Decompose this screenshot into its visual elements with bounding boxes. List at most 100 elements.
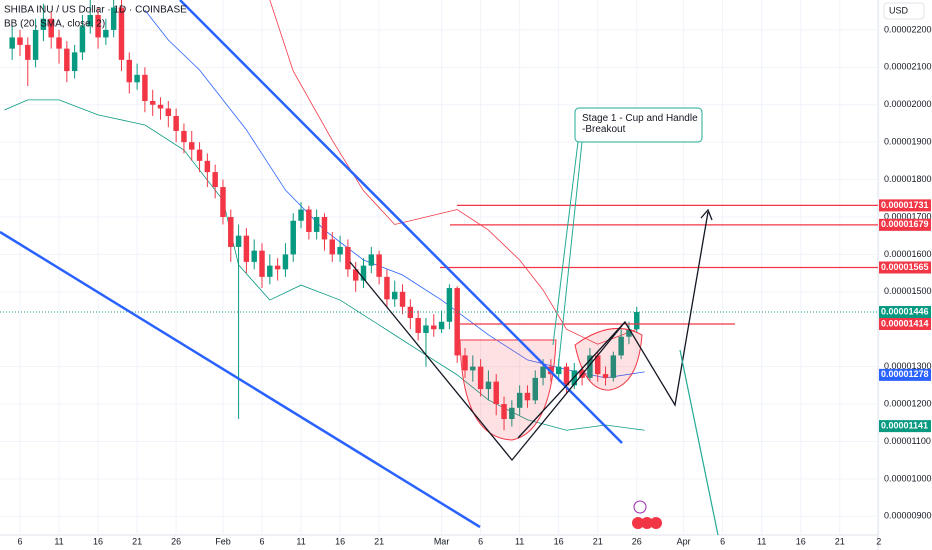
candle-body	[470, 366, 476, 371]
candle-body	[212, 172, 218, 188]
candle-body	[95, 14, 101, 38]
candle-body	[118, 7, 125, 60]
projection	[517, 211, 709, 439]
currency-box[interactable]	[883, 2, 925, 20]
candle-body	[501, 404, 507, 420]
x-tick-label: 21	[593, 536, 603, 546]
price-tag	[879, 420, 931, 433]
x-tick-label: 26	[632, 536, 642, 546]
candle-body	[157, 104, 164, 109]
y-tick-label: 0.00001600	[884, 249, 932, 259]
candle-body	[259, 250, 265, 277]
price-tag	[879, 261, 931, 274]
candle-body	[446, 288, 453, 322]
candle-body	[438, 321, 445, 330]
x-tick-label: 21	[374, 536, 384, 546]
candle-body	[423, 325, 429, 333]
currency[interactable]: USD	[889, 5, 909, 15]
price-tag	[879, 317, 931, 330]
candle-body	[462, 355, 468, 371]
price-tag-label: 0.00001679	[881, 219, 929, 229]
annotation-line: -Breakout	[582, 124, 626, 135]
callout-box	[574, 107, 703, 143]
y-tick-label: 0.00001000	[884, 473, 932, 483]
candle-body	[594, 355, 601, 375]
candle-body	[360, 265, 367, 281]
band-line	[269, 0, 637, 345]
event-icon	[632, 517, 644, 529]
candle-body	[626, 329, 632, 337]
candle-body	[173, 115, 179, 131]
candle-body	[634, 312, 640, 330]
y-tick-label: 0.00002100	[884, 62, 932, 72]
candle-body	[618, 336, 624, 356]
candle-body	[220, 187, 226, 217]
candle-body	[17, 37, 23, 45]
x-tick-label: 11	[296, 536, 305, 546]
candle-body	[602, 374, 609, 378]
y-tick-label: 0.00000900	[884, 511, 932, 521]
indicator-label: BB (20, SMA, close, 2)	[4, 19, 105, 30]
candle-body	[337, 246, 343, 255]
x-tick-label: 11	[54, 536, 63, 546]
trendline	[0, 230, 481, 529]
x-tick-label: Feb	[215, 536, 231, 546]
candle-body	[431, 325, 437, 330]
candle-body	[9, 37, 15, 49]
candle-body	[251, 250, 257, 262]
x-tick-label: Apr	[677, 536, 691, 546]
candle-body	[352, 269, 359, 281]
candle-body	[282, 254, 289, 270]
x-tick-label: 16	[93, 536, 103, 546]
annotation-line: Stage 1 - Cup and Handle	[582, 113, 698, 124]
candle-body	[110, 7, 117, 30]
candle-body	[134, 74, 140, 83]
candle-body	[40, 18, 47, 30]
candle-body	[149, 101, 156, 105]
candle-body	[71, 52, 78, 72]
x-tick-label: 21	[835, 536, 845, 546]
price-tag-label: 0.00001446	[881, 306, 929, 316]
price-tag	[879, 368, 931, 381]
cup-shape	[459, 339, 557, 441]
candle-body	[493, 381, 499, 405]
y-tick-label: 0.00001800	[884, 174, 932, 184]
x-tick-label: 6	[478, 536, 483, 546]
y-tick-label: 0.00001300	[884, 361, 932, 371]
candle-body	[79, 26, 86, 53]
x-tick-label: Mar	[434, 536, 450, 546]
candle-body	[267, 265, 273, 277]
candle-body	[532, 377, 538, 401]
callout-line	[552, 141, 579, 346]
callout-line	[557, 141, 583, 371]
x-tick-label: 21	[132, 536, 142, 546]
candle-body	[25, 44, 31, 60]
price-tag-label: 0.00001565	[881, 262, 929, 272]
candle-body	[509, 407, 515, 420]
candle-body	[587, 355, 593, 378]
candle-body	[376, 254, 382, 277]
candle-body	[274, 265, 281, 270]
candle-body	[142, 74, 148, 102]
handle-shape	[574, 328, 643, 391]
labels: 0.00002200 0.00002100 0.00002000 0.00001900…	[17, 24, 931, 546]
x-tick-label: 2	[876, 536, 881, 546]
callout-line	[679, 349, 719, 536]
candle-body	[345, 246, 351, 270]
candle-body	[189, 142, 195, 150]
candle-body	[392, 291, 398, 300]
candle-body	[56, 37, 62, 49]
candle-body	[399, 291, 406, 307]
candle-body	[384, 276, 390, 300]
zigzag	[349, 261, 626, 462]
price-tag-label: 0.00001278	[881, 369, 929, 379]
event-icon	[650, 517, 662, 529]
candle-body	[126, 59, 133, 83]
x-tick-label: 16	[335, 536, 345, 546]
candle-body	[243, 235, 250, 262]
y-tick-label: 0.00001900	[884, 137, 932, 147]
candle-body	[64, 48, 70, 72]
candle-body	[87, 14, 93, 27]
candle-body	[290, 220, 296, 255]
